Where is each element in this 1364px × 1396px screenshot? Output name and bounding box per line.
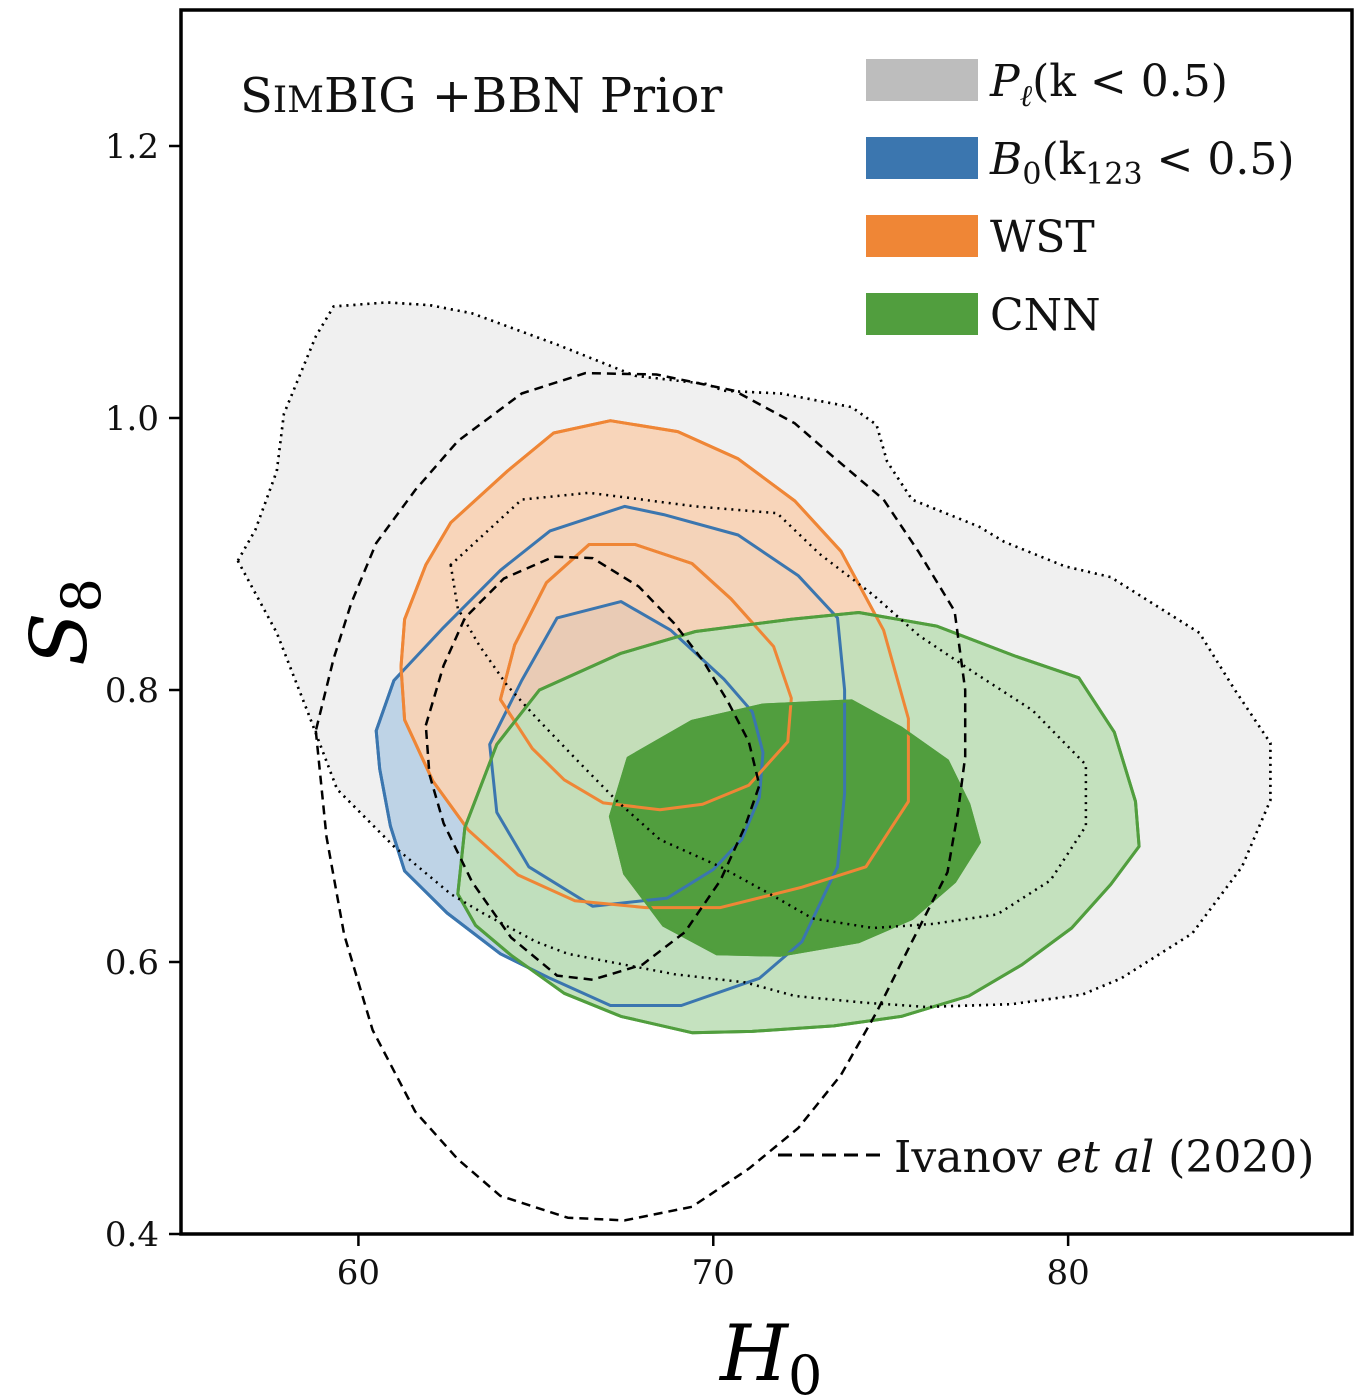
legend-item-cnn: CNN: [866, 290, 1101, 341]
series-0-outer-dotted-outline: [236, 301, 1272, 1009]
annotation-sc-first: S: [240, 68, 273, 124]
series-0-inner-dotted-outline: [449, 491, 1088, 930]
y-axis-title-group: S8: [15, 578, 113, 666]
x-tick-label: 60: [337, 1253, 380, 1293]
reference-outer-contour: [314, 371, 967, 1222]
y-tick-label: 0.4: [105, 1215, 159, 1255]
reference-contours-layer: [236, 301, 1272, 1222]
x-ticks: 60 70 80: [337, 1234, 1090, 1293]
y-tick-label: 0.6: [105, 943, 159, 983]
reference-legend-label: Ivanov et al (2020): [894, 1132, 1314, 1183]
x-axis-title: H0: [718, 1309, 822, 1396]
x-axis-title-main: H: [718, 1309, 790, 1396]
annotation-rest: BIG +BBN Prior: [324, 68, 722, 124]
x-tick-label: 70: [692, 1253, 735, 1293]
contours-layer: [236, 301, 1272, 1035]
legend-item-pl: Pℓ(k < 0.5): [866, 56, 1228, 114]
legend-swatch-cnn: [866, 293, 978, 335]
contour-outlines-overlay: [374, 419, 1141, 1035]
legend-item-b0: B0(k123 < 0.5): [866, 134, 1295, 192]
x-tick-label: 80: [1046, 1253, 1089, 1293]
legend-swatch-pl: [866, 59, 978, 101]
series-1-inner-outline: [488, 600, 765, 908]
y-axis-title: S8: [15, 578, 113, 666]
legend-swatch-b0: [866, 137, 978, 179]
y-tick-label: 1.2: [105, 127, 159, 167]
series-2-outer-outline: [399, 419, 910, 910]
dataset-annotation: SIMBIG +BBN Prior: [240, 68, 722, 124]
legend-item-wst: WST: [866, 212, 1095, 263]
legend-swatch-wst: [866, 215, 978, 257]
y-tick-label: 1.0: [105, 399, 159, 439]
y-ticks: 0.4 0.6 0.8 1.0 1.2: [105, 127, 181, 1255]
y-tick-label: 0.8: [105, 671, 159, 711]
reference-legend: Ivanov et al (2020): [778, 1132, 1314, 1183]
plot-frame: [179, 8, 1354, 1236]
series-3-inner-outline: [608, 699, 981, 957]
legend-label-b0: B0(k123 < 0.5): [989, 134, 1295, 192]
legend: Pℓ(k < 0.5) B0(k123 < 0.5) WST CNN: [866, 56, 1295, 341]
legend-label-cnn: CNN: [990, 290, 1101, 341]
x-axis-title-sub: 0: [788, 1344, 822, 1396]
series-3-outer-outline: [456, 611, 1141, 1035]
y-axis-title-sub: 8: [50, 578, 113, 612]
annotation-sc-rest: IM: [273, 80, 324, 121]
legend-label-wst: WST: [990, 212, 1095, 263]
legend-label-pl: Pℓ(k < 0.5): [989, 56, 1228, 114]
series-1-outer-outline: [374, 504, 847, 1007]
